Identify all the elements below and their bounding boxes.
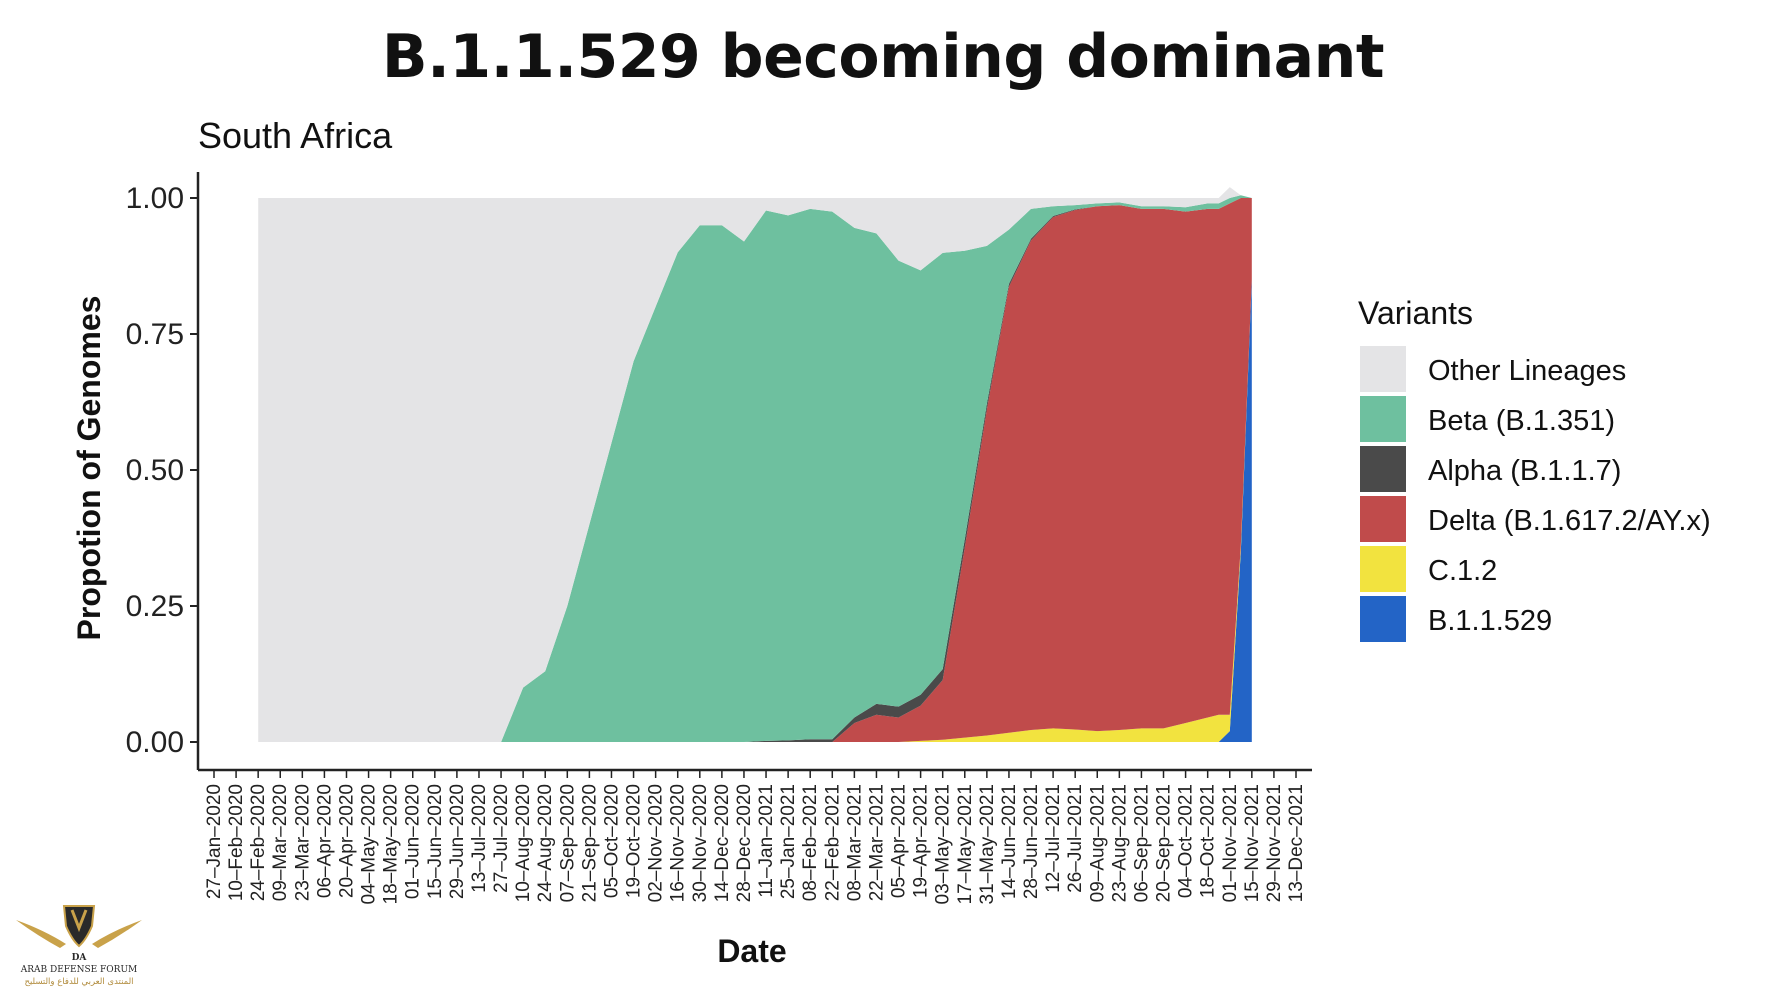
x-tick-label: 07–Sep–2020 <box>557 784 578 902</box>
x-tick-label: 28–Jun–2021 <box>1021 784 1042 899</box>
legend-label-other-lineages: Other Lineages <box>1428 355 1626 387</box>
legend-title: Variants <box>1358 295 1473 331</box>
x-tick-label: 19–Oct–2020 <box>624 784 645 898</box>
x-tick-label: 06–Sep–2021 <box>1131 784 1152 902</box>
x-tick-label: 18–Oct–2021 <box>1198 784 1219 898</box>
legend-label-b-1-1-529: B.1.1.529 <box>1428 605 1552 637</box>
x-tick-label: 13–Jul–2020 <box>469 784 490 893</box>
x-tick-label: 14–Jun–2021 <box>999 784 1020 899</box>
x-axis-title: Date <box>717 933 786 969</box>
legend-swatch-alpha-b-1-1-7 <box>1360 446 1406 492</box>
legend-swatch-other-lineages <box>1360 346 1406 392</box>
x-tick-label: 31–May–2021 <box>977 784 998 904</box>
x-tick-label: 02–Nov–2020 <box>646 784 667 902</box>
y-tick-label: 0.50 <box>126 454 184 487</box>
right-wing-icon <box>92 920 142 948</box>
x-tick-label: 24–Feb–2020 <box>248 784 269 901</box>
x-tick-label: 05–Apr–2021 <box>889 784 910 898</box>
y-axis: 0.00 0.25 0.50 0.75 1.00 <box>126 172 200 770</box>
x-tick-label: 09–Aug–2021 <box>1087 784 1108 902</box>
x-tick-label: 30–Nov–2020 <box>690 784 711 902</box>
x-tick-label: 28–Dec–2020 <box>734 784 755 902</box>
x-tick-label: 10–Feb–2020 <box>226 784 247 901</box>
legend-label-beta-b-1-351: Beta (B.1.351) <box>1428 405 1615 437</box>
x-axis: 27–Jan–2020 10–Feb–2020 24–Feb–2020 09–Mar–… <box>198 768 1312 904</box>
logo-mark: DA <box>72 953 88 963</box>
x-tick-label: 11–Jan–2021 <box>756 784 777 898</box>
x-tick-label: 21–Sep–2020 <box>579 784 600 902</box>
x-tick-label: 24–Aug–2020 <box>535 784 556 902</box>
legend-label-delta-b-1-617-2-ay-x: Delta (B.1.617.2/AY.x) <box>1428 505 1711 537</box>
legend-swatch-beta-b-1-351 <box>1360 396 1406 442</box>
x-tick-label: 01–Jun–2020 <box>403 784 424 899</box>
x-tick-label: 04–Oct–2021 <box>1176 784 1197 898</box>
x-tick-label: 20–Sep–2021 <box>1154 784 1175 902</box>
x-tick-label: 22–Feb–2021 <box>822 784 843 901</box>
legend-swatch-delta-b-1-617-2-ay-x <box>1360 496 1406 542</box>
x-tick-label: 15–Jun–2020 <box>425 784 446 899</box>
slide-title: B.1.1.529 becoming dominant <box>381 22 1385 92</box>
stacked-areas <box>258 187 1252 743</box>
x-tick-label: 29–Jun–2020 <box>447 784 468 899</box>
x-tick-label: 05–Oct–2020 <box>602 784 623 898</box>
y-tick-label: 0.25 <box>126 590 184 623</box>
arab-defense-forum-logo: DA ARAB DEFENSE FORUM المنتدى العربي للد… <box>16 905 142 987</box>
area-beta-b-1-351 <box>258 195 1252 743</box>
left-wing-icon <box>16 920 66 948</box>
x-tick-label: 16–Nov–2020 <box>668 784 689 902</box>
x-tick-label: 27–Jan–2020 <box>204 784 225 899</box>
y-tick-label: 0.75 <box>126 318 184 351</box>
x-tick-label: 26–Jul–2021 <box>1065 784 1086 893</box>
x-tick-label: 20–Apr–2020 <box>337 784 358 898</box>
logo-text-ar: المنتدى العربي للدفاع والتسليح <box>24 977 133 987</box>
x-tick-label: 08–Mar–2021 <box>844 784 865 901</box>
x-tick-label: 27–Jul–2020 <box>491 784 512 893</box>
area-delta-b-1-617-2-ay-x <box>258 198 1252 742</box>
x-tick-label: 08–Feb–2021 <box>800 784 821 901</box>
x-tick-label: 22–Mar–2021 <box>866 784 887 901</box>
legend-swatch-b-1-1-529 <box>1360 596 1406 642</box>
legend-label-c-1-2: C.1.2 <box>1428 555 1497 587</box>
x-tick-label: 12–Jul–2021 <box>1043 784 1064 893</box>
x-tick-label: 06–Apr–2020 <box>314 784 335 898</box>
legend-swatch-c-1-2 <box>1360 546 1406 592</box>
x-tick-label: 10–Aug–2020 <box>513 784 534 902</box>
legend: Variants Other Lineages Beta (B.1.351) Alp… <box>1358 295 1711 642</box>
y-tick-label: 1.00 <box>126 182 184 215</box>
x-tick-label: 17–May–2021 <box>955 784 976 904</box>
logo-text-en: ARAB DEFENSE FORUM <box>20 965 138 975</box>
legend-label-alpha-b-1-1-7: Alpha (B.1.1.7) <box>1428 455 1621 487</box>
x-tick-label: 04–May–2020 <box>359 784 380 904</box>
x-tick-label: 18–May–2020 <box>381 784 402 904</box>
x-tick-label: 25–Jan–2021 <box>778 784 799 899</box>
x-tick-label: 13–Dec–2021 <box>1286 784 1307 902</box>
x-tick-label: 19–Apr–2021 <box>911 784 932 898</box>
x-tick-label: 23–Mar–2020 <box>292 784 313 901</box>
area-other-lineages <box>258 187 1252 743</box>
x-tick-label: 15–Nov–2021 <box>1242 784 1263 902</box>
y-tick-label: 0.00 <box>126 726 184 759</box>
y-axis-title: Propotion of Genomes <box>71 296 107 641</box>
x-tick-label: 14–Dec–2020 <box>712 784 733 902</box>
x-tick-label: 09–Mar–2020 <box>270 784 291 901</box>
x-tick-label: 23–Aug–2021 <box>1109 784 1130 902</box>
chart-title: South Africa <box>198 115 393 156</box>
x-tick-label: 29–Nov–2021 <box>1264 784 1285 902</box>
x-tick-label: 01–Nov–2021 <box>1220 784 1241 902</box>
x-tick-label: 03–May–2021 <box>933 784 954 904</box>
